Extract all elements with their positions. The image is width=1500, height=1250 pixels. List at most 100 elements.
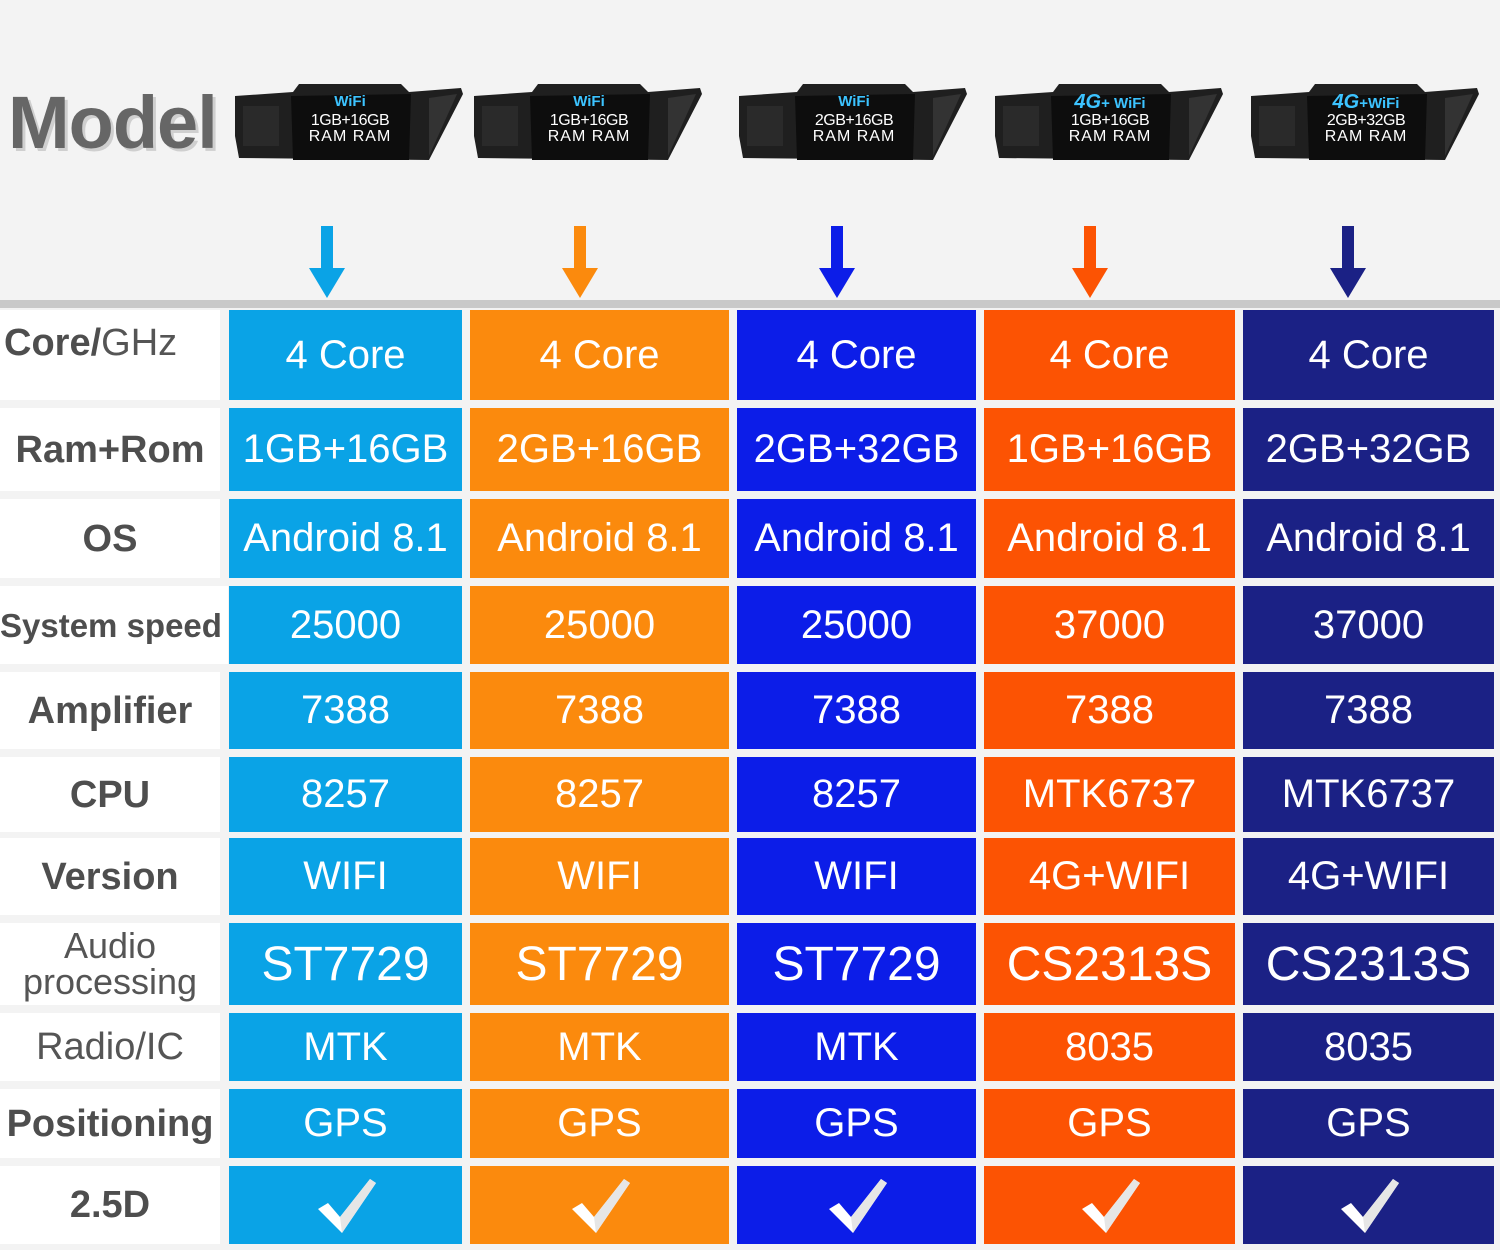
head-unit-image: WiFi 1GB+16GB RAM RAM bbox=[233, 78, 465, 164]
spec-cell: 4 Core bbox=[1243, 310, 1494, 400]
check-icon bbox=[828, 1179, 887, 1233]
down-arrow-icon bbox=[1070, 226, 1110, 300]
spec-cell bbox=[984, 1166, 1235, 1244]
device-ram-label: RAM RAM bbox=[1324, 128, 1408, 145]
spec-cell: 8035 bbox=[1243, 1013, 1494, 1081]
row-label: System speed bbox=[0, 586, 228, 664]
spec-cell: 4 Core bbox=[470, 310, 729, 400]
spec-cell: ST7729 bbox=[470, 923, 729, 1005]
device-screen: WiFi 1GB+16GB RAM RAM bbox=[534, 92, 644, 158]
spec-cell bbox=[470, 1166, 729, 1244]
divider bbox=[0, 300, 1500, 308]
spec-cell: 25000 bbox=[737, 586, 976, 664]
spec-cell: 8257 bbox=[737, 757, 976, 832]
check-icon bbox=[571, 1179, 630, 1233]
row-label-main: Core/ bbox=[4, 322, 102, 364]
spec-cell: 7388 bbox=[470, 672, 729, 749]
spec-cell: WIFI bbox=[229, 838, 462, 915]
row-label: 2.5D bbox=[0, 1166, 220, 1244]
spec-cell: WIFI bbox=[470, 838, 729, 915]
spec-cell bbox=[737, 1166, 976, 1244]
spec-cell: 8035 bbox=[984, 1013, 1235, 1081]
spec-cell: MTK6737 bbox=[1243, 757, 1494, 832]
row-label: Radio/IC bbox=[0, 1013, 220, 1081]
device-spec: 1GB+16GB bbox=[549, 112, 629, 129]
down-arrow-icon bbox=[1328, 226, 1368, 300]
wifi-badge: + WiFi bbox=[1101, 95, 1146, 112]
head-unit-shape bbox=[235, 84, 463, 160]
head-unit-image: 4G+WiFi 2GB+32GB RAM RAM bbox=[1249, 78, 1481, 164]
network-badge: WiFi bbox=[799, 92, 909, 112]
device-screen: WiFi 2GB+16GB RAM RAM bbox=[799, 92, 909, 158]
head-unit-shape bbox=[1251, 84, 1479, 160]
spec-cell bbox=[1243, 1166, 1494, 1244]
down-arrow-icon bbox=[560, 226, 600, 300]
row-label: Positioning bbox=[0, 1089, 220, 1158]
row-label-unit: GHz bbox=[101, 322, 178, 364]
spec-cell: ST7729 bbox=[229, 923, 462, 1005]
spec-cell: WIFI bbox=[737, 838, 976, 915]
spec-cell: Android 8.1 bbox=[984, 499, 1235, 578]
spec-cell: 2GB+32GB bbox=[737, 408, 976, 491]
spec-cell bbox=[229, 1166, 462, 1244]
spec-cell: CS2313S bbox=[984, 923, 1235, 1005]
device-screen: 4G+ WiFi 1GB+16GB RAM RAM bbox=[1055, 92, 1165, 158]
spec-cell: 7388 bbox=[1243, 672, 1494, 749]
network-badge: WiFi bbox=[295, 92, 405, 112]
check-icon bbox=[317, 1179, 376, 1233]
row-label: Audio processing bbox=[0, 923, 220, 1005]
row-label: Version bbox=[0, 838, 220, 915]
spec-cell: 4 Core bbox=[984, 310, 1235, 400]
spec-cell: GPS bbox=[737, 1089, 976, 1158]
spec-cell: GPS bbox=[984, 1089, 1235, 1158]
spec-cell: 1GB+16GB bbox=[984, 408, 1235, 491]
device-ram-label: RAM RAM bbox=[812, 128, 896, 145]
spec-cell: 4G+WIFI bbox=[984, 838, 1235, 915]
device-screen: 4G+WiFi 2GB+32GB RAM RAM bbox=[1311, 92, 1421, 158]
spec-cell: MTK6737 bbox=[984, 757, 1235, 832]
network-badge: WiFi bbox=[534, 92, 644, 112]
spec-cell: ST7729 bbox=[737, 923, 976, 1005]
device-spec: 2GB+32GB bbox=[1326, 112, 1406, 129]
row-label: Core/GHz bbox=[0, 310, 220, 400]
row-label-line1: Audio bbox=[63, 925, 157, 966]
spec-cell: Android 8.1 bbox=[737, 499, 976, 578]
head-unit-shape bbox=[739, 84, 967, 160]
device-spec: 1GB+16GB bbox=[1070, 112, 1150, 129]
row-label: OS bbox=[0, 499, 220, 578]
head-unit-image: 4G+ WiFi 1GB+16GB RAM RAM bbox=[993, 78, 1225, 164]
spec-cell: 4G+WIFI bbox=[1243, 838, 1494, 915]
spec-cell: 7388 bbox=[737, 672, 976, 749]
spec-cell: MTK bbox=[737, 1013, 976, 1081]
device-ram-label: RAM RAM bbox=[547, 128, 631, 145]
spec-cell: MTK bbox=[470, 1013, 729, 1081]
device-spec: 1GB+16GB bbox=[310, 112, 390, 129]
head-unit-shape bbox=[995, 84, 1223, 160]
spec-cell: CS2313S bbox=[1243, 923, 1494, 1005]
row-label: Amplifier bbox=[0, 672, 220, 749]
down-arrow-icon bbox=[307, 226, 347, 300]
spec-cell: 37000 bbox=[1243, 586, 1494, 664]
spec-cell: 7388 bbox=[984, 672, 1235, 749]
wifi-badge: WiFi bbox=[838, 93, 870, 110]
spec-cell: 7388 bbox=[229, 672, 462, 749]
spec-cell: 4 Core bbox=[737, 310, 976, 400]
row-label: Ram+Rom bbox=[0, 408, 220, 491]
spec-cell: Android 8.1 bbox=[470, 499, 729, 578]
spec-cell: MTK bbox=[229, 1013, 462, 1081]
spec-cell: 2GB+32GB bbox=[1243, 408, 1494, 491]
model-title: Model bbox=[8, 81, 218, 164]
wifi-badge: +WiFi bbox=[1359, 95, 1400, 112]
4g-badge: 4G bbox=[1332, 91, 1360, 113]
wifi-badge: WiFi bbox=[334, 93, 366, 110]
wifi-badge: WiFi bbox=[573, 93, 605, 110]
down-arrow-icon bbox=[817, 226, 857, 300]
device-screen: WiFi 1GB+16GB RAM RAM bbox=[295, 92, 405, 158]
network-badge: 4G+WiFi bbox=[1311, 92, 1421, 112]
spec-cell: 37000 bbox=[984, 586, 1235, 664]
spec-cell: 4 Core bbox=[229, 310, 462, 400]
spec-cell: 1GB+16GB bbox=[229, 408, 462, 491]
spec-cell: Android 8.1 bbox=[1243, 499, 1494, 578]
4g-badge: 4G bbox=[1074, 91, 1102, 113]
check-icon bbox=[1081, 1179, 1140, 1233]
